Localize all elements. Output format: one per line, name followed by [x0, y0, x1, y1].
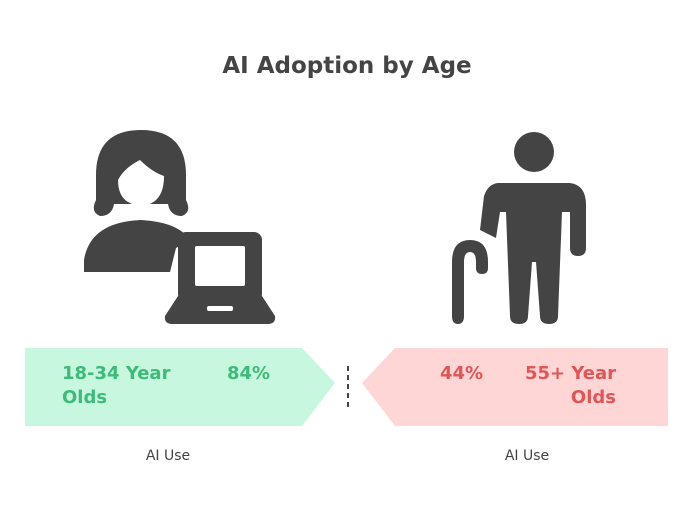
- group-value: 84%: [227, 363, 271, 384]
- group-label: 18-34 Year Olds: [62, 363, 171, 408]
- face: [118, 160, 164, 206]
- caption: AI Use: [145, 448, 191, 464]
- man-icon: [452, 132, 586, 324]
- right-arrow: [362, 348, 668, 426]
- group-label: 55+ Year Olds: [524, 363, 616, 408]
- left-arrow: [25, 348, 335, 426]
- caption: AI Use: [504, 448, 550, 464]
- group-value: 44%: [440, 363, 484, 384]
- laptop-icon: [164, 232, 276, 324]
- title: AI Adoption by Age: [222, 53, 472, 79]
